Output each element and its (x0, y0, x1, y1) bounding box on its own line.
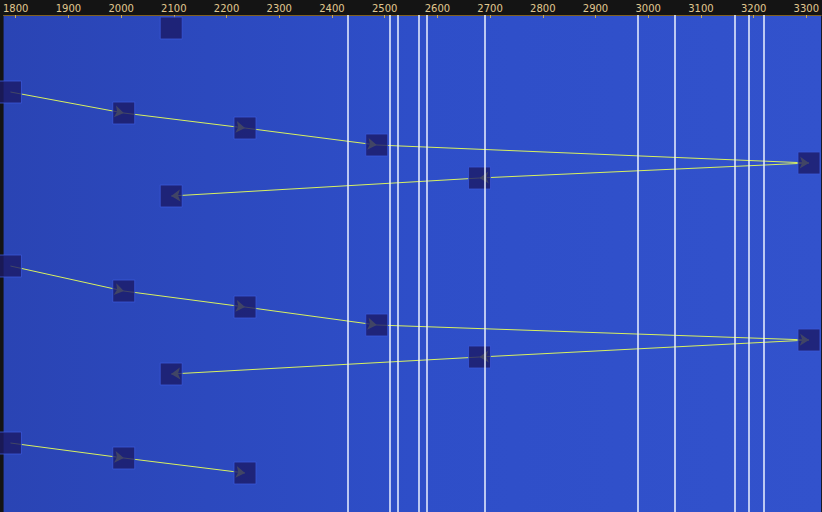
svg-text:2400: 2400 (319, 3, 344, 14)
svg-text:2600: 2600 (425, 3, 450, 14)
svg-text:3000: 3000 (635, 3, 660, 14)
svg-text:3100: 3100 (688, 3, 713, 14)
svg-text:1900: 1900 (56, 3, 81, 14)
svg-text:3300: 3300 (794, 3, 819, 14)
svg-text:2100: 2100 (161, 3, 186, 14)
svg-text:2200: 2200 (214, 3, 239, 14)
svg-text:1800: 1800 (3, 3, 28, 14)
svg-text:2000: 2000 (108, 3, 133, 14)
svg-text:2500: 2500 (372, 3, 397, 14)
svg-text:3200: 3200 (741, 3, 766, 14)
svg-text:2800: 2800 (530, 3, 555, 14)
svg-text:2900: 2900 (583, 3, 608, 14)
svg-text:2700: 2700 (477, 3, 502, 14)
svg-text:2300: 2300 (267, 3, 292, 14)
